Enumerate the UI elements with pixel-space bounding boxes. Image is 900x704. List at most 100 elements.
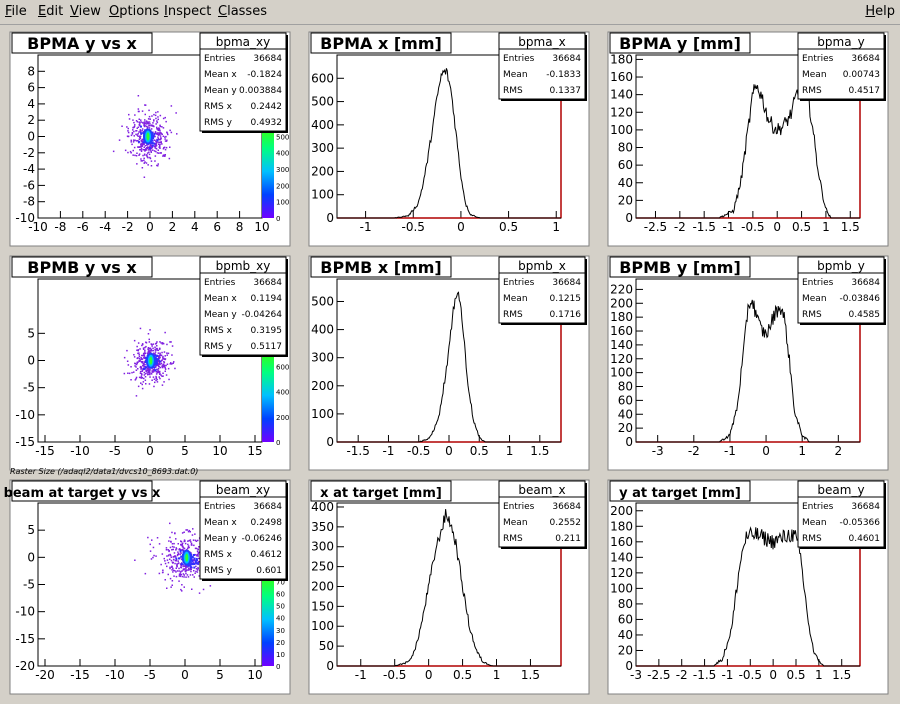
y-tick-label: 0 [27,550,35,564]
scatter-point [142,348,145,350]
scatter-point [139,376,142,379]
scatter-point [133,130,135,133]
scatter-point [134,154,136,157]
scatter-point [169,146,171,148]
scatter-point [140,160,142,162]
scatter-point [141,160,143,162]
scatter-point [172,558,175,561]
scatter-point [193,566,196,569]
pad-beam_x[interactable]: -1 -0.5 0 0.5 1 1.5 0 50 100 150 200 250 300 350 400x … [308,479,590,695]
scatter-point [175,112,177,114]
scatter-point [154,354,157,357]
scatter-point [144,373,147,375]
pad-beam_xy[interactable]: -20 -15 -10 -5 0 5 10-20-15-10-505010203040506… [4,479,291,695]
y-tick-label: 180 [610,519,633,533]
stats-shadow [202,131,288,133]
stats-value: 36684 [253,502,282,512]
pad-bpmb_x[interactable]: -1.5 -1 -0.5 0 0.5 1 1.5 0 100 200 300 400 500 BPMB x… [308,255,590,471]
scatter-point [155,140,157,142]
menu-options[interactable]: Options [109,4,160,19]
scatter-point [138,138,141,140]
scatter-point [156,128,158,130]
x-tick-label: 0 [181,668,189,682]
menu-view[interactable]: View [70,4,101,19]
scatter-point [137,349,139,352]
pad-bpmb_xy[interactable]: -15 -10 -5 0 5 10 15 -15 -10 -5 0 5 0 200 400 600 BPMB y… [9,255,291,471]
scatter-point [159,377,161,380]
scatter-point [131,133,134,135]
menu-help[interactable]: Help [865,4,895,19]
stats-label: RMS [802,86,822,96]
stats-label: RMS x [204,102,233,112]
stats-label: RMS [503,534,523,544]
scatter-point [185,569,188,572]
scatter-point [175,547,177,549]
stats-box [498,32,586,100]
scatter-point [157,352,160,354]
scatter-point [177,560,179,562]
y-tick-label: 140 [610,338,633,352]
scatter-point [138,110,140,113]
scatter-point [150,151,152,153]
scatter-point [146,367,149,369]
scatter-point [141,138,143,141]
x-tick-label: -2 [674,220,686,234]
scatter-point [154,131,157,133]
y-tick-label: 500 [311,294,334,308]
pad-bpmb_y[interactable]: -3 -2 -1 0 1 2020406080100120140160180200220B… [607,255,889,471]
scatter-point [133,121,135,124]
x-tick-label: 1.5 [832,668,851,682]
scatter-point [127,130,129,132]
x-tick-label: 0.5 [470,444,489,458]
stats-value: 0.1337 [550,86,582,96]
scatter-point [155,363,158,366]
scatter-point [137,349,140,351]
scatter-point [181,575,184,578]
x-tick-label: 1.5 [521,668,540,682]
scatter-point [144,119,146,121]
scatter-point [165,549,168,551]
scatter-point [145,121,147,123]
menu-inspect[interactable]: Inspect [164,4,212,19]
scatter-point [137,140,139,142]
scatter-point [161,571,164,574]
scatter-point [138,376,141,379]
scatter-point [137,126,140,128]
scatter-point [143,176,146,178]
scatter-point [130,379,132,381]
scatter-point [192,559,194,561]
pad-bpma_xy[interactable]: -10 -8 -6 -4 -2 0 2 4 6 8 10-10-8-6-4-202468010020… [9,31,291,247]
menu-classes[interactable]: Classes [218,4,267,19]
scatter-point [140,139,142,142]
scatter-point [144,363,146,366]
scatter-point [141,373,143,376]
scatter-point [149,376,151,378]
pad-bpma_y[interactable]: -2.5 -2 -1.5 -1 -0.5 0 0.5 1 1.5 0 20 40 60 80 100 120 1… [607,31,889,247]
scatter-point [197,553,199,556]
scatter-point [141,358,144,360]
scatter-point [138,360,141,362]
x-tick-label: -5 [109,444,121,458]
x-tick-label: 2 [169,220,177,234]
stats-shadow [585,483,587,549]
pad-bpma_x[interactable]: -1 -0.5 0 0.5 1 0 100 200 300 400 500 600 BPMA x [mm… [308,31,590,247]
scatter-point [195,557,198,560]
menu-file[interactable]: File [5,4,27,19]
scatter-point [131,371,133,374]
scatter-point [131,143,133,146]
scatter-point [186,529,189,531]
scatter-point [143,162,145,164]
menu-edit[interactable]: Edit [38,4,64,19]
scatter-point [157,363,159,365]
y-tick-label: 60 [618,612,633,626]
stats-shadow [286,259,288,357]
stats-label: Entries [503,54,535,64]
scatter-point [197,555,199,557]
scatter-point [164,331,166,334]
histogram-line [337,291,561,443]
y-tick-label: -4 [23,162,35,176]
scatter-point [197,539,199,542]
stats-label: Mean [503,518,528,528]
x-tick-label: -8 [54,220,66,234]
